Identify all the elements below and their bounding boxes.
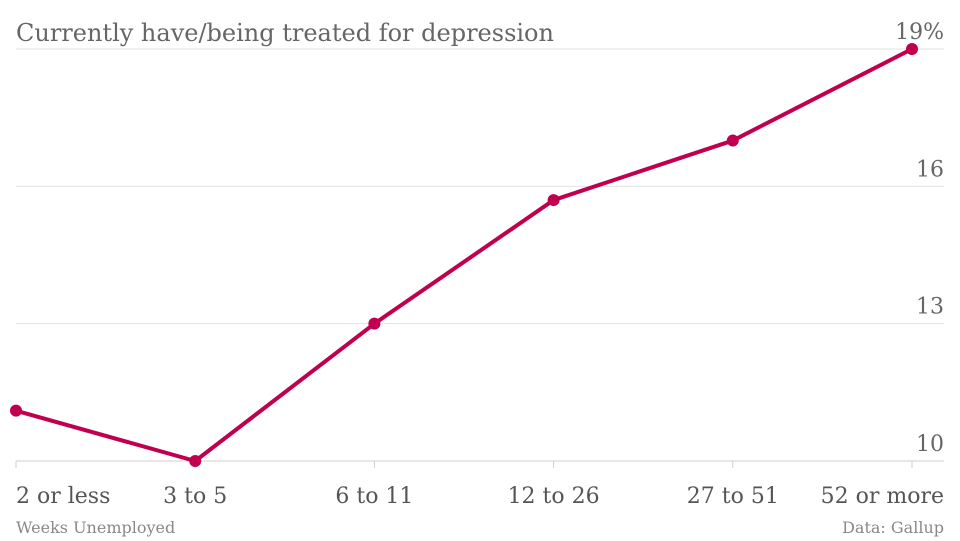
data-point xyxy=(547,194,560,207)
source-note: Data: Gallup xyxy=(842,518,944,537)
x-tick-label: 2 or less xyxy=(16,484,110,509)
x-tick-label: 6 to 11 xyxy=(335,484,413,509)
x-axis-label: Weeks Unemployed xyxy=(16,518,175,537)
data-point xyxy=(906,43,918,55)
chart-title: Currently have/being treated for depress… xyxy=(16,19,554,47)
gridlines xyxy=(16,48,944,462)
x-tick-label: 52 or more xyxy=(821,484,944,509)
x-tick-label: 27 to 51 xyxy=(687,484,779,509)
y-tick-label: 10 xyxy=(916,432,944,457)
x-axis-ticks: 2 or less 3 to 5 6 to 11 12 to 26 27 to 51 52… xyxy=(15,461,944,509)
y-axis-ticks: 10 13 16 19% xyxy=(895,20,944,457)
y-tick-label: 19% xyxy=(895,20,944,45)
data-point xyxy=(726,134,739,147)
x-tick-label: 3 to 5 xyxy=(163,484,227,509)
y-tick-label: 16 xyxy=(916,157,944,182)
x-tick-label: 12 to 26 xyxy=(508,484,600,509)
data-point xyxy=(368,317,381,330)
series-line xyxy=(14,47,914,463)
data-point xyxy=(189,455,202,467)
data-point xyxy=(10,404,22,417)
series-layer xyxy=(10,43,918,467)
y-tick-label: 13 xyxy=(916,295,944,320)
